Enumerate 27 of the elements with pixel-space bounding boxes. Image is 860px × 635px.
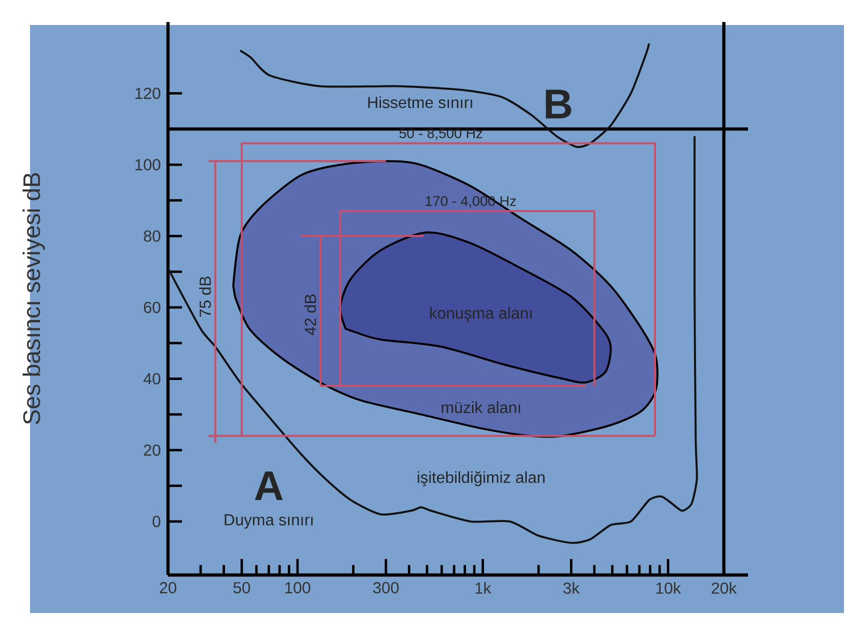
y-tick-label: 0 (152, 516, 160, 528)
annotation: Duyma sınırı (224, 514, 313, 529)
annotation: 50 - 8,500 Hz (399, 128, 482, 140)
y-tick-label: 60 (144, 302, 160, 314)
y-tick-label: 40 (144, 373, 160, 384)
annotation: Hissetme sınırı (368, 96, 472, 108)
annotation: konuşma alanı (430, 307, 532, 322)
y-tick-label: 120 (135, 88, 160, 100)
annotation: 42 dB (304, 294, 316, 336)
x-tick-label: 20 (160, 582, 176, 594)
y-tick-label: 20 (144, 444, 160, 456)
x-tick-label: 1k (476, 582, 492, 594)
y-axis-title: Ses basıncı seviyesi dB (22, 173, 45, 424)
annotation: A (254, 472, 283, 500)
x-tick-label: 3k (563, 582, 580, 594)
x-tick-label: 20k (712, 582, 737, 594)
x-tick-label: 10k (656, 582, 682, 594)
annotation: B (546, 90, 572, 118)
annotation: 75 dB (199, 276, 211, 317)
x-tick-label: 100 (285, 582, 310, 594)
annotation: işitebildiğimiz alan (418, 471, 545, 486)
y-tick-label: 80 (144, 230, 160, 242)
x-tick-label: 50 (233, 582, 250, 594)
y-tick-label: 100 (135, 159, 160, 170)
annotation: müzik alanı (442, 401, 520, 414)
x-tick-label: 300 (373, 582, 399, 594)
annotation: 170 - 4,000 Hz (426, 196, 516, 208)
